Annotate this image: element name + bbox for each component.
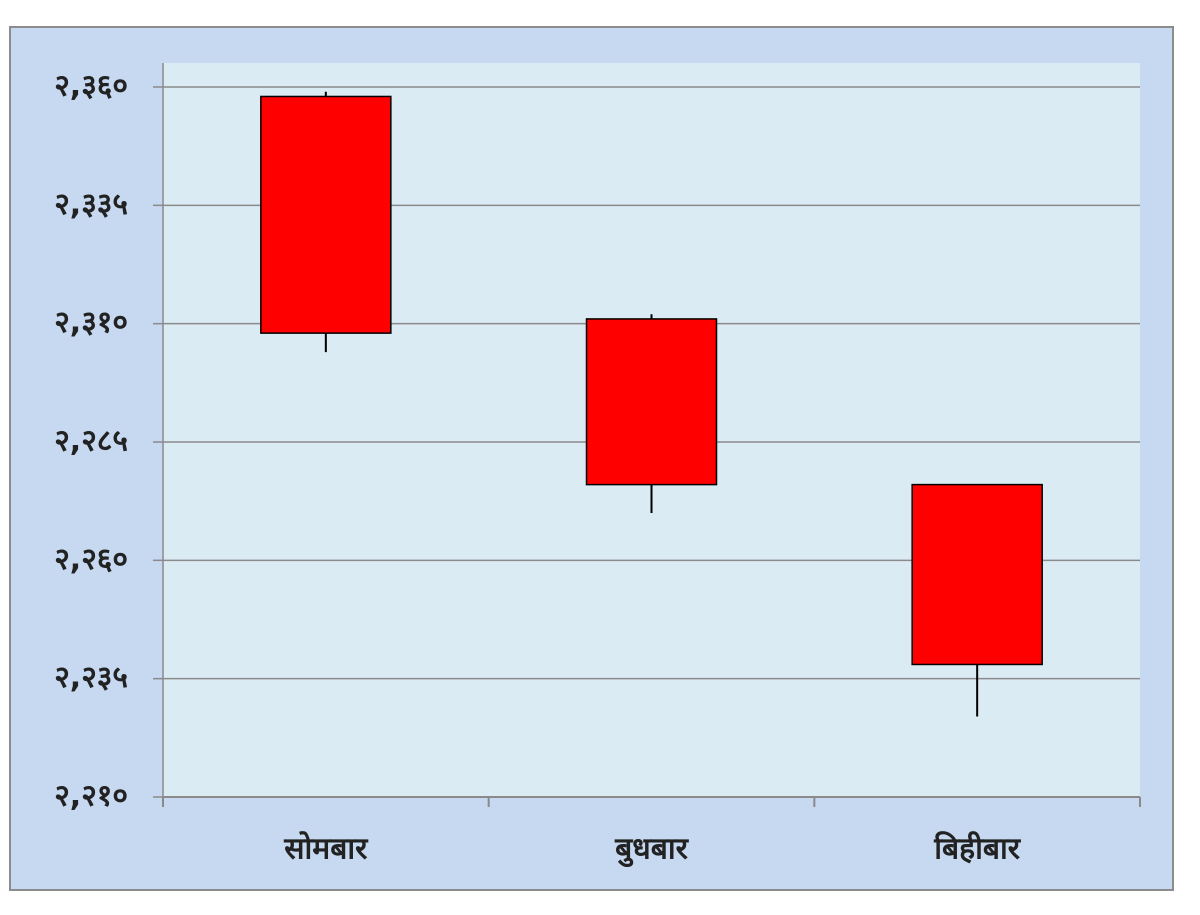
x-tick-label: बिहीबार (933, 831, 1021, 867)
y-tick-label: २,२८५ (54, 424, 128, 459)
x-tick-label: बुधबार (614, 832, 689, 868)
candle-body (585, 318, 718, 486)
y-tick-label: २,३६० (54, 69, 128, 104)
y-tick-label: २,२६० (54, 542, 128, 577)
candle-body (911, 483, 1043, 666)
y-tick-label: २,२१० (54, 779, 128, 814)
y-tick-label: २,३३५ (54, 187, 128, 222)
y-tick-label: २,२३५ (54, 660, 128, 695)
candle-body (260, 95, 392, 334)
y-tick-label: २,३१० (54, 305, 128, 340)
x-tick-label: सोमबार (283, 831, 369, 867)
